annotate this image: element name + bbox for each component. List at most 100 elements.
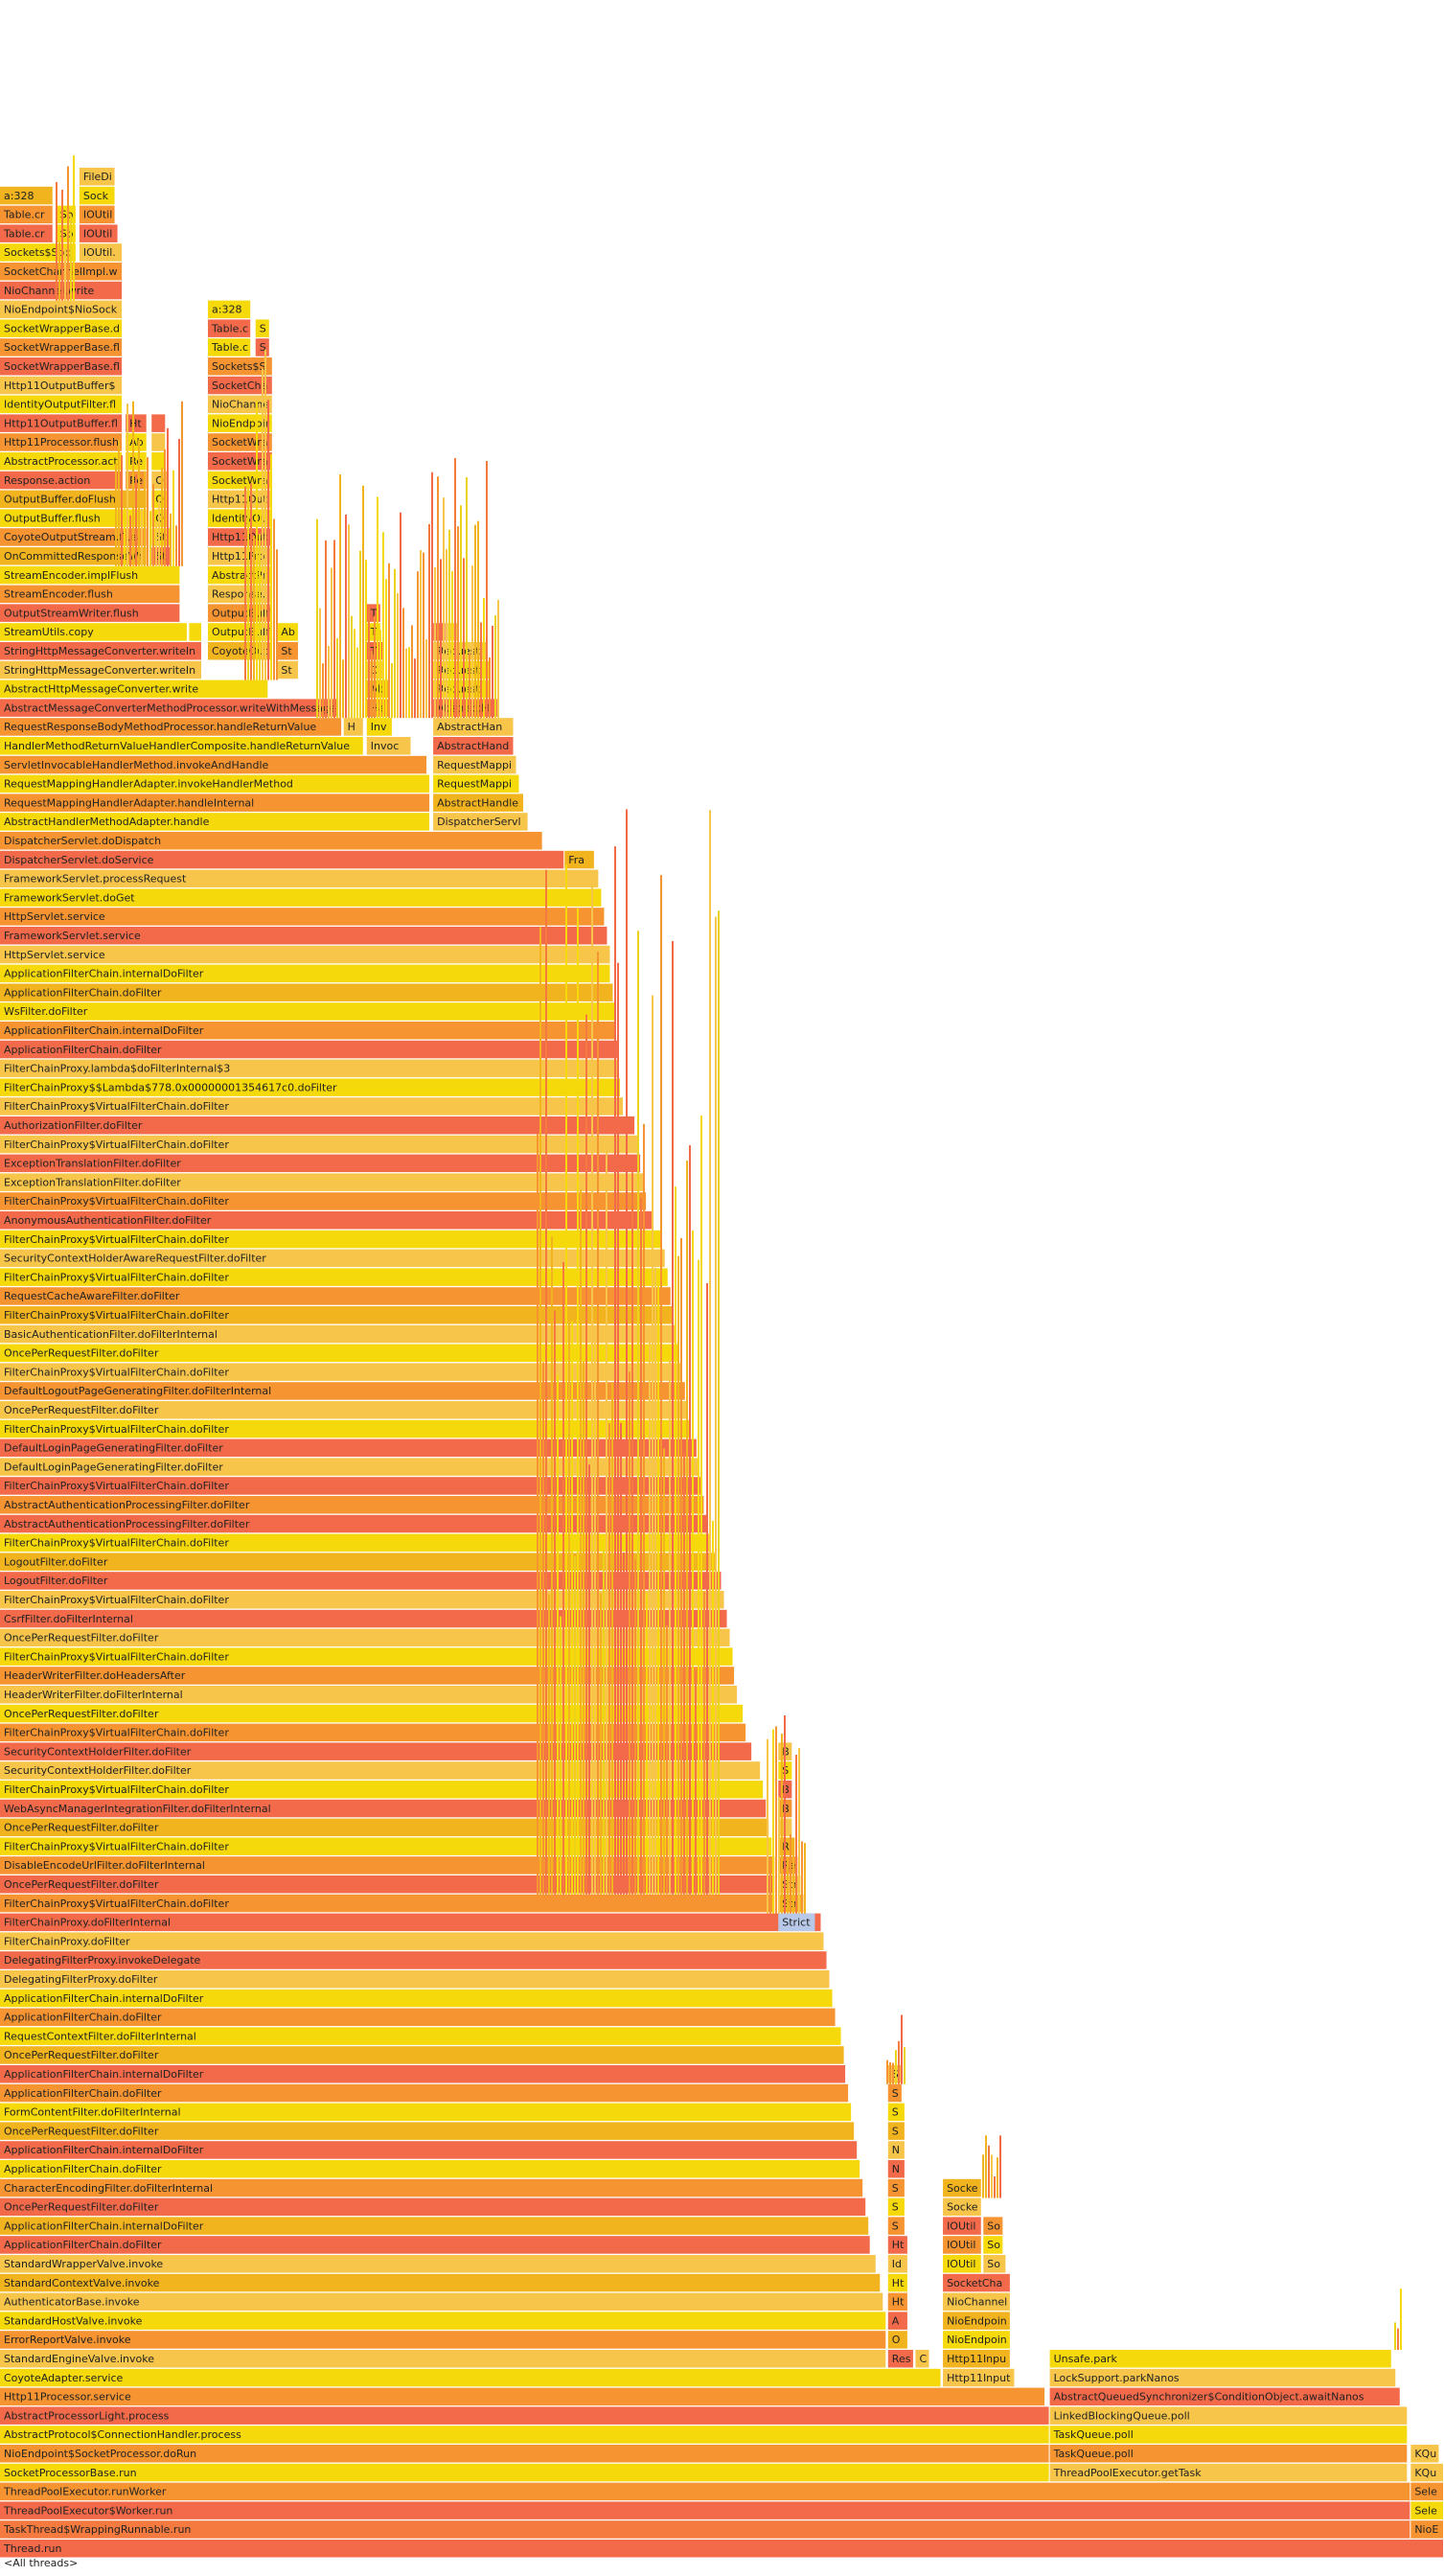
flame-frame[interactable]: HeaderWriterFilter.doHeadersAfter <box>0 1667 735 1685</box>
flame-frame[interactable]: StandardContextValve.invoke <box>0 2273 881 2292</box>
flame-frame[interactable] <box>433 623 446 641</box>
flame-frame[interactable]: RequestMappi <box>433 774 519 794</box>
flame-frame[interactable]: ApplicationFilterChain.doFilter <box>0 2236 870 2254</box>
flame-frame-bar[interactable] <box>433 737 514 755</box>
flame-frame-bar[interactable] <box>277 660 298 679</box>
flame-frame[interactable]: a:328 <box>0 186 53 205</box>
flame-frame-bar[interactable] <box>366 718 392 736</box>
flame-frame[interactable]: FilterChainProxy$VirtualFilterChain.doFi… <box>0 1363 682 1381</box>
flame-frame[interactable]: StandardEngineValve.invoke <box>0 2350 886 2368</box>
flame-frame[interactable]: S <box>887 2122 905 2140</box>
flame-frame[interactable]: So <box>983 2255 1006 2273</box>
flame-frame-bar[interactable] <box>208 376 272 395</box>
flame-frame-bar[interactable] <box>0 850 564 869</box>
flame-frame[interactable]: AbstractProcessor.act <box>0 452 123 471</box>
flame-frame[interactable]: ErrorReportValve.invoke <box>0 2331 886 2349</box>
flame-frame[interactable]: ApplicationFilterChain.doFilter <box>0 1040 619 1059</box>
flame-frame-bar[interactable] <box>208 319 251 337</box>
flame-frame-bar[interactable] <box>943 2368 1015 2387</box>
flame-frame-bar[interactable] <box>433 755 516 774</box>
flame-frame[interactable]: StringHttpMessageConverter.writeIn <box>0 660 201 679</box>
flame-frame-bar[interactable] <box>0 945 610 964</box>
flame-frame[interactable]: N <box>887 2141 905 2159</box>
flame-frame[interactable]: BasicAuthenticationFilter.doFilterIntern… <box>0 1324 676 1344</box>
flame-frame[interactable]: FilterChainProxy$VirtualFilterChain.doFi… <box>0 1894 775 1913</box>
flame-frame[interactable]: FilterChainProxy.doFilterInternal <box>0 1913 821 1932</box>
flame-frame[interactable]: Http11Input <box>943 2368 1015 2387</box>
flame-frame-bar[interactable] <box>0 1211 653 1230</box>
flame-frame[interactable]: FilterChainProxy$VirtualFilterChain.doFi… <box>0 1135 638 1154</box>
flame-frame[interactable]: CharacterEncodingFilter.doFilterInternal <box>0 2178 863 2197</box>
flame-frame[interactable]: StandardHostValve.invoke <box>0 2312 886 2330</box>
flame-frame-bar[interactable] <box>433 813 528 831</box>
flame-frame[interactable]: IOUtil. <box>79 243 123 262</box>
flame-frame-bar[interactable] <box>0 908 605 926</box>
flame-frame-bar[interactable] <box>0 1230 661 1249</box>
flame-frame[interactable]: Ab <box>277 623 298 641</box>
flame-frame[interactable]: FilterChainProxy.doFilter <box>0 1932 824 1950</box>
flame-frame-bar[interactable] <box>887 2122 905 2140</box>
flame-frame-bar[interactable] <box>983 2236 1003 2254</box>
flame-frame[interactable]: AbstractHandle <box>433 794 524 812</box>
flame-frame[interactable]: NioE <box>1410 2520 1443 2539</box>
flame-frame-bar[interactable] <box>0 205 53 224</box>
flame-frame-bar[interactable] <box>0 1002 616 1021</box>
flame-frame[interactable]: S <box>887 2178 905 2197</box>
flame-frame-bar[interactable] <box>0 2350 886 2368</box>
flame-frame[interactable]: DispatcherServl <box>433 813 528 831</box>
flame-frame[interactable]: Ab <box>126 433 147 451</box>
flame-frame-bar[interactable] <box>433 623 446 641</box>
flame-frame-bar[interactable] <box>1410 2482 1443 2501</box>
flame-frame-bar[interactable] <box>564 850 594 869</box>
flame-frame-bar[interactable] <box>943 2331 1010 2349</box>
flame-frame-bar[interactable] <box>887 2331 907 2349</box>
flame-frame[interactable]: AbstractQueuedSynchronizer$ConditionObje… <box>1049 2387 1400 2406</box>
flame-frame-bar[interactable] <box>0 585 180 604</box>
flame-frame[interactable]: FilterChainProxy$VirtualFilterChain.doFi… <box>0 1419 691 1438</box>
flame-frame-bar[interactable] <box>1410 2520 1443 2539</box>
flame-frame-bar[interactable] <box>0 1533 710 1552</box>
flame-frame-bar[interactable] <box>0 263 123 281</box>
flame-frame[interactable]: S <box>255 319 269 337</box>
flame-frame[interactable]: LockSupport.parkNanos <box>1049 2368 1396 2387</box>
flame-frame[interactable]: StreamEncoder.implFlush <box>0 565 180 585</box>
flame-frame-bar[interactable] <box>0 1306 674 1324</box>
flame-frame-bar[interactable] <box>0 1894 775 1913</box>
flame-frame[interactable] <box>189 623 201 641</box>
flame-frame[interactable]: StandardWrapperValve.invoke <box>0 2255 876 2273</box>
flame-frame-bar[interactable] <box>0 660 201 679</box>
flame-frame-bar[interactable] <box>0 2065 846 2083</box>
flame-frame-bar[interactable] <box>0 1097 624 1116</box>
flame-frame-bar[interactable] <box>1049 2350 1391 2368</box>
flame-frame[interactable]: DelegatingFilterProxy.invokeDelegate <box>0 1951 827 1969</box>
flame-frame-bar[interactable] <box>0 2103 852 2122</box>
flame-frame-bar[interactable] <box>0 755 427 774</box>
flame-frame[interactable]: IOUtil <box>79 224 118 242</box>
flame-frame-bar[interactable] <box>0 1382 685 1400</box>
flame-frame[interactable]: RequestResponseBodyMethodProcessor.handl… <box>0 718 342 736</box>
flame-frame-bar[interactable] <box>943 2236 981 2254</box>
flame-frame[interactable]: OncePerRequestFilter.doFilter <box>0 1628 730 1647</box>
flame-frame-bar[interactable] <box>208 300 251 319</box>
flame-frame-bar[interactable] <box>189 623 201 641</box>
flame-frame[interactable]: StringHttpMessageConverter.writeIn <box>0 642 201 660</box>
flame-frame[interactable]: NioEndpoint$NioSock <box>0 300 123 319</box>
flame-frame[interactable]: So <box>56 205 76 224</box>
flame-frame-bar[interactable] <box>151 414 166 432</box>
flame-frame[interactable]: SocketCha <box>208 376 272 395</box>
flame-frame-bar[interactable] <box>0 357 123 376</box>
flame-frame[interactable]: Http11OutputBuffer$ <box>0 376 123 395</box>
flame-frame-bar[interactable] <box>887 2103 905 2122</box>
flame-frame-bar[interactable] <box>208 338 251 356</box>
flame-frame[interactable] <box>151 414 166 432</box>
flame-frame-bar[interactable] <box>887 2236 907 2254</box>
flame-frame[interactable]: OncePerRequestFilter.doFilter <box>0 1704 744 1723</box>
flame-frame-bar[interactable] <box>887 2083 902 2103</box>
flame-frame[interactable]: FilterChainProxy$VirtualFilterChain.doFi… <box>0 1268 668 1286</box>
flame-frame-bar[interactable] <box>0 1287 671 1305</box>
flame-frame-bar[interactable] <box>887 2141 905 2159</box>
flame-frame[interactable]: OncePerRequestFilter.doFilter <box>0 1818 769 1837</box>
flame-frame-bar[interactable] <box>943 2178 981 2197</box>
flame-frame-bar[interactable] <box>0 2236 870 2254</box>
flame-frame[interactable]: R <box>778 1837 795 1855</box>
